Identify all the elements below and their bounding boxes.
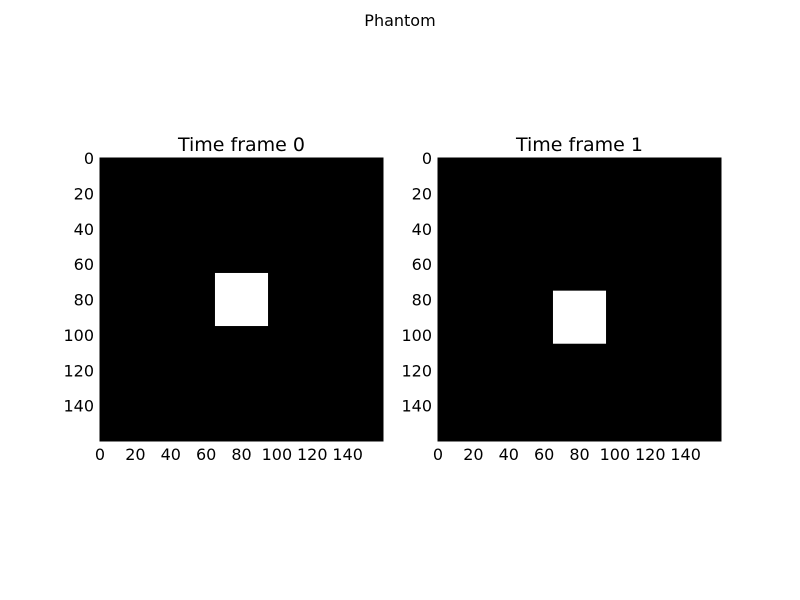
x-tick-label: 120 bbox=[297, 445, 328, 464]
y-tick-label: 20 bbox=[74, 184, 94, 203]
figure-suptitle: Phantom bbox=[364, 11, 435, 30]
x-tick-label: 140 bbox=[670, 445, 701, 464]
panel-title: Time frame 0 bbox=[177, 134, 305, 156]
y-tick-label: 80 bbox=[74, 291, 94, 310]
y-tick-label: 80 bbox=[412, 291, 432, 310]
x-tick-label: 80 bbox=[231, 445, 251, 464]
y-tick-label: 0 bbox=[84, 149, 94, 168]
x-tick-label: 40 bbox=[161, 445, 181, 464]
y-tick-label: 140 bbox=[401, 397, 432, 416]
x-tick-label: 100 bbox=[262, 445, 293, 464]
x-tick-label: 120 bbox=[635, 445, 666, 464]
y-tick-label: 100 bbox=[63, 326, 94, 345]
x-tick-label: 0 bbox=[95, 445, 105, 464]
y-tick-label: 140 bbox=[63, 397, 94, 416]
x-tick-label: 140 bbox=[332, 445, 363, 464]
y-tick-label: 40 bbox=[412, 220, 432, 239]
y-tick-label: 120 bbox=[63, 361, 94, 380]
y-tick-label: 60 bbox=[74, 255, 94, 274]
panel-0: Time frame 00 20 40 60 80 100 120 1400204060801… bbox=[63, 134, 384, 464]
x-tick-label: 0 bbox=[433, 445, 443, 464]
panels: Time frame 00 20 40 60 80 100 120 1400204060801… bbox=[63, 134, 722, 464]
y-tick-label: 20 bbox=[412, 184, 432, 203]
x-tick-label: 20 bbox=[125, 445, 145, 464]
y-tick-label: 40 bbox=[74, 220, 94, 239]
x-tick-label: 60 bbox=[196, 445, 216, 464]
y-tick-label: 0 bbox=[422, 149, 432, 168]
panel-1: Time frame 10 20 40 60 80 100 120 1400204060801… bbox=[401, 134, 722, 464]
phantom-square bbox=[552, 290, 607, 344]
x-tick-label: 60 bbox=[534, 445, 554, 464]
x-tick-label: 20 bbox=[463, 445, 483, 464]
y-tick-label: 120 bbox=[401, 361, 432, 380]
x-tick-label: 80 bbox=[569, 445, 589, 464]
x-tick-label: 40 bbox=[499, 445, 519, 464]
x-tick-label: 100 bbox=[600, 445, 631, 464]
y-tick-label: 60 bbox=[412, 255, 432, 274]
panel-title: Time frame 1 bbox=[515, 134, 643, 156]
phantom-square bbox=[214, 272, 269, 327]
y-tick-label: 100 bbox=[401, 326, 432, 345]
